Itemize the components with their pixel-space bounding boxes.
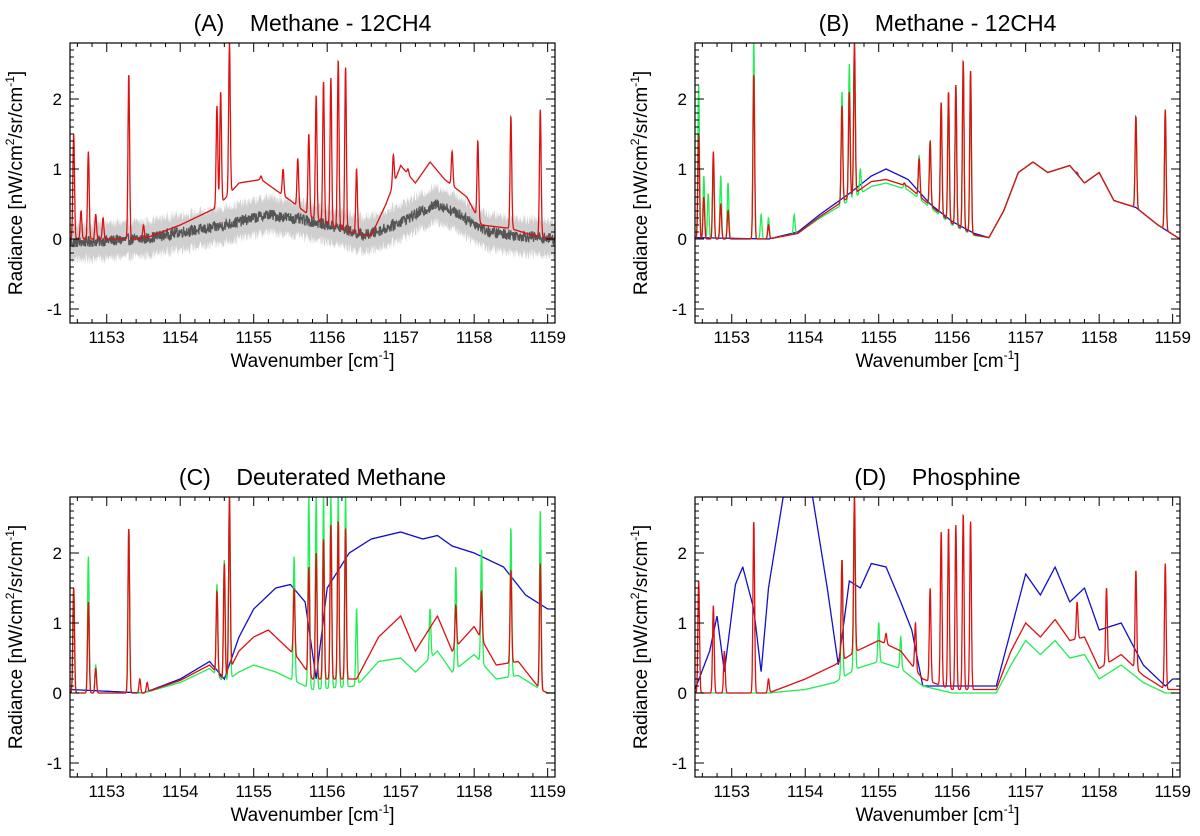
y-tick-label: 2 — [53, 544, 62, 563]
x-tick-label: 1157 — [1007, 782, 1044, 801]
y-axis-label: Radiance [nW/cm2/sr/cm-1] — [628, 525, 652, 749]
series-line-red — [70, 497, 555, 694]
x-tick-label: 1155 — [235, 328, 272, 347]
panel-title: (B) Methane - 12CH4 — [819, 10, 1057, 36]
y-tick-label: 0 — [53, 230, 62, 249]
x-tick-label: 1154 — [787, 328, 824, 347]
series-line-red — [695, 497, 1180, 694]
x-tick-label: 1158 — [1081, 328, 1118, 347]
y-tick-label: -1 — [47, 300, 62, 319]
x-tick-label: 1159 — [1154, 328, 1191, 347]
y-tick-label: 0 — [678, 230, 687, 249]
x-tick-label: 1159 — [529, 782, 566, 801]
x-tick-label: 1158 — [456, 328, 493, 347]
y-tick-label: -1 — [47, 754, 62, 773]
series-line-green — [695, 497, 1180, 694]
x-tick-label: 1158 — [1081, 782, 1118, 801]
panel-title: (A) Methane - 12CH4 — [194, 10, 432, 36]
plot-frame — [694, 42, 1181, 324]
series-line-blue — [695, 497, 1180, 690]
x-tick-label: 1159 — [1154, 782, 1191, 801]
panel-title: (D) Phosphine — [854, 464, 1020, 490]
x-axis-label: Wavenumber [cm-1] — [230, 348, 394, 372]
x-tick-label: 1153 — [88, 328, 125, 347]
series-line-red — [695, 43, 1180, 240]
x-tick-label: 1154 — [162, 782, 199, 801]
y-tick-label: 2 — [678, 544, 687, 563]
x-tick-label: 1157 — [1007, 328, 1044, 347]
plot-area — [695, 43, 1180, 240]
x-tick-label: 1156 — [309, 328, 346, 347]
y-axis-label: Radiance [nW/cm2/sr/cm-1] — [3, 525, 27, 749]
plot-frame — [69, 42, 556, 324]
plot-area — [70, 43, 555, 265]
y-tick-label: 1 — [53, 160, 62, 179]
x-tick-label: 1156 — [934, 328, 971, 347]
x-tick-label: 1153 — [713, 328, 750, 347]
panel-A: 1153 1154 1155 1156 1157 1158 1159 -1 0 1 2 (A) Met… — [3, 10, 566, 372]
x-tick-label: 1153 — [88, 782, 125, 801]
x-tick-label: 1159 — [529, 328, 566, 347]
y-axis-label: Radiance [nW/cm2/sr/cm-1] — [628, 71, 652, 295]
y-tick-label: -1 — [672, 300, 687, 319]
y-axis-label: Radiance [nW/cm2/sr/cm-1] — [3, 71, 27, 295]
y-tick-label: 1 — [678, 160, 687, 179]
panel-C: 1153 1154 1155 1156 1157 1158 1159 -1 0 1 2 (C) Deu… — [3, 464, 566, 826]
panel-B: 1153 1154 1155 1156 1157 1158 1159 -1 0 1 2 (B) Met… — [628, 10, 1191, 372]
y-tick-label: 2 — [53, 90, 62, 109]
x-tick-label: 1153 — [713, 782, 750, 801]
x-axis-label: Wavenumber [cm-1] — [855, 802, 1019, 826]
x-tick-label: 1154 — [787, 782, 824, 801]
panel-D: 1153 1154 1155 1156 1157 1158 1159 -1 0 1 2 (D) Pho… — [628, 464, 1191, 826]
x-tick-label: 1155 — [235, 782, 272, 801]
x-tick-label: 1156 — [934, 782, 971, 801]
panel-title: (C) Deuterated Methane — [179, 464, 446, 490]
x-axis-label: Wavenumber [cm-1] — [230, 802, 394, 826]
series-line-observed — [70, 199, 555, 248]
x-tick-label: 1157 — [382, 328, 419, 347]
x-tick-label: 1154 — [162, 328, 199, 347]
x-tick-label: 1157 — [382, 782, 419, 801]
plot-area — [695, 497, 1180, 694]
x-tick-label: 1156 — [309, 782, 346, 801]
x-tick-label: 1155 — [860, 328, 897, 347]
x-tick-label: 1155 — [860, 782, 897, 801]
y-tick-label: 0 — [53, 684, 62, 703]
y-tick-label: 2 — [678, 90, 687, 109]
x-axis-label: Wavenumber [cm-1] — [855, 348, 1019, 372]
series-line-red — [70, 43, 555, 240]
y-tick-label: 1 — [678, 614, 687, 633]
plot-area — [70, 497, 555, 694]
y-tick-label: -1 — [672, 754, 687, 773]
y-tick-label: 0 — [678, 684, 687, 703]
y-tick-label: 1 — [53, 614, 62, 633]
x-tick-label: 1158 — [456, 782, 493, 801]
